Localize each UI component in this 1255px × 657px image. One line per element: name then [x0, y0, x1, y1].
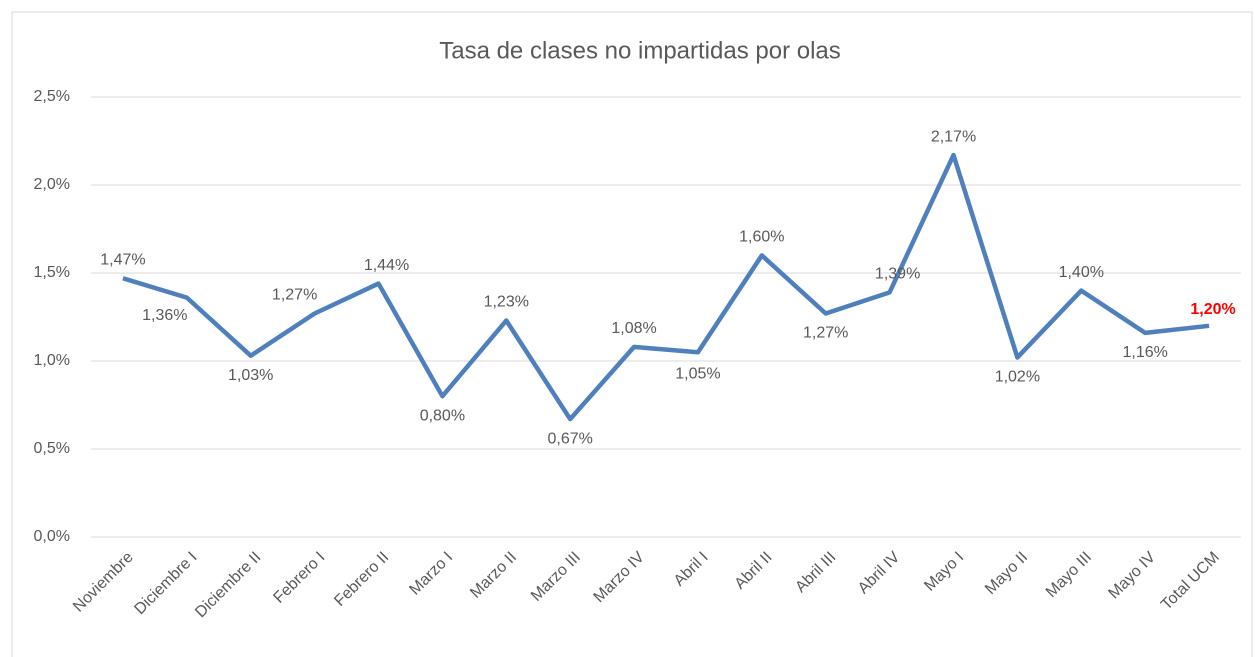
data-label: 1,44% — [364, 257, 409, 274]
data-label: 1,23% — [484, 294, 529, 311]
y-tick-label: 2,0% — [34, 176, 70, 193]
data-label: 0,80% — [420, 407, 465, 424]
y-tick-label: 1,5% — [34, 264, 70, 281]
data-label: 1,20% — [1190, 301, 1235, 318]
data-label: 1,02% — [995, 369, 1040, 386]
data-label: 1,03% — [228, 367, 273, 384]
chart-title: Tasa de clases no impartidas por olas — [439, 37, 841, 64]
y-tick-label: 1,0% — [34, 352, 70, 369]
data-label: 1,16% — [1122, 344, 1167, 361]
data-label: 1,08% — [611, 320, 656, 337]
line — [122, 152, 1210, 422]
data-label: 1,40% — [1059, 264, 1104, 281]
data-label: 1,39% — [875, 266, 920, 283]
data-label: 1,27% — [803, 325, 848, 342]
data-label: 1,60% — [739, 229, 784, 246]
y-tick-label: 2,5% — [34, 88, 70, 105]
chart-border — [11, 11, 1253, 657]
y-tick-label: 0,0% — [34, 528, 70, 545]
data-label: 1,05% — [675, 365, 720, 382]
y-tick-label: 0,5% — [34, 440, 70, 457]
data-label: 1,47% — [100, 251, 145, 268]
data-label: 0,67% — [547, 430, 592, 447]
data-label: 1,27% — [272, 287, 317, 304]
data-label: 2,17% — [931, 128, 976, 145]
data-label: 1,36% — [142, 307, 187, 324]
